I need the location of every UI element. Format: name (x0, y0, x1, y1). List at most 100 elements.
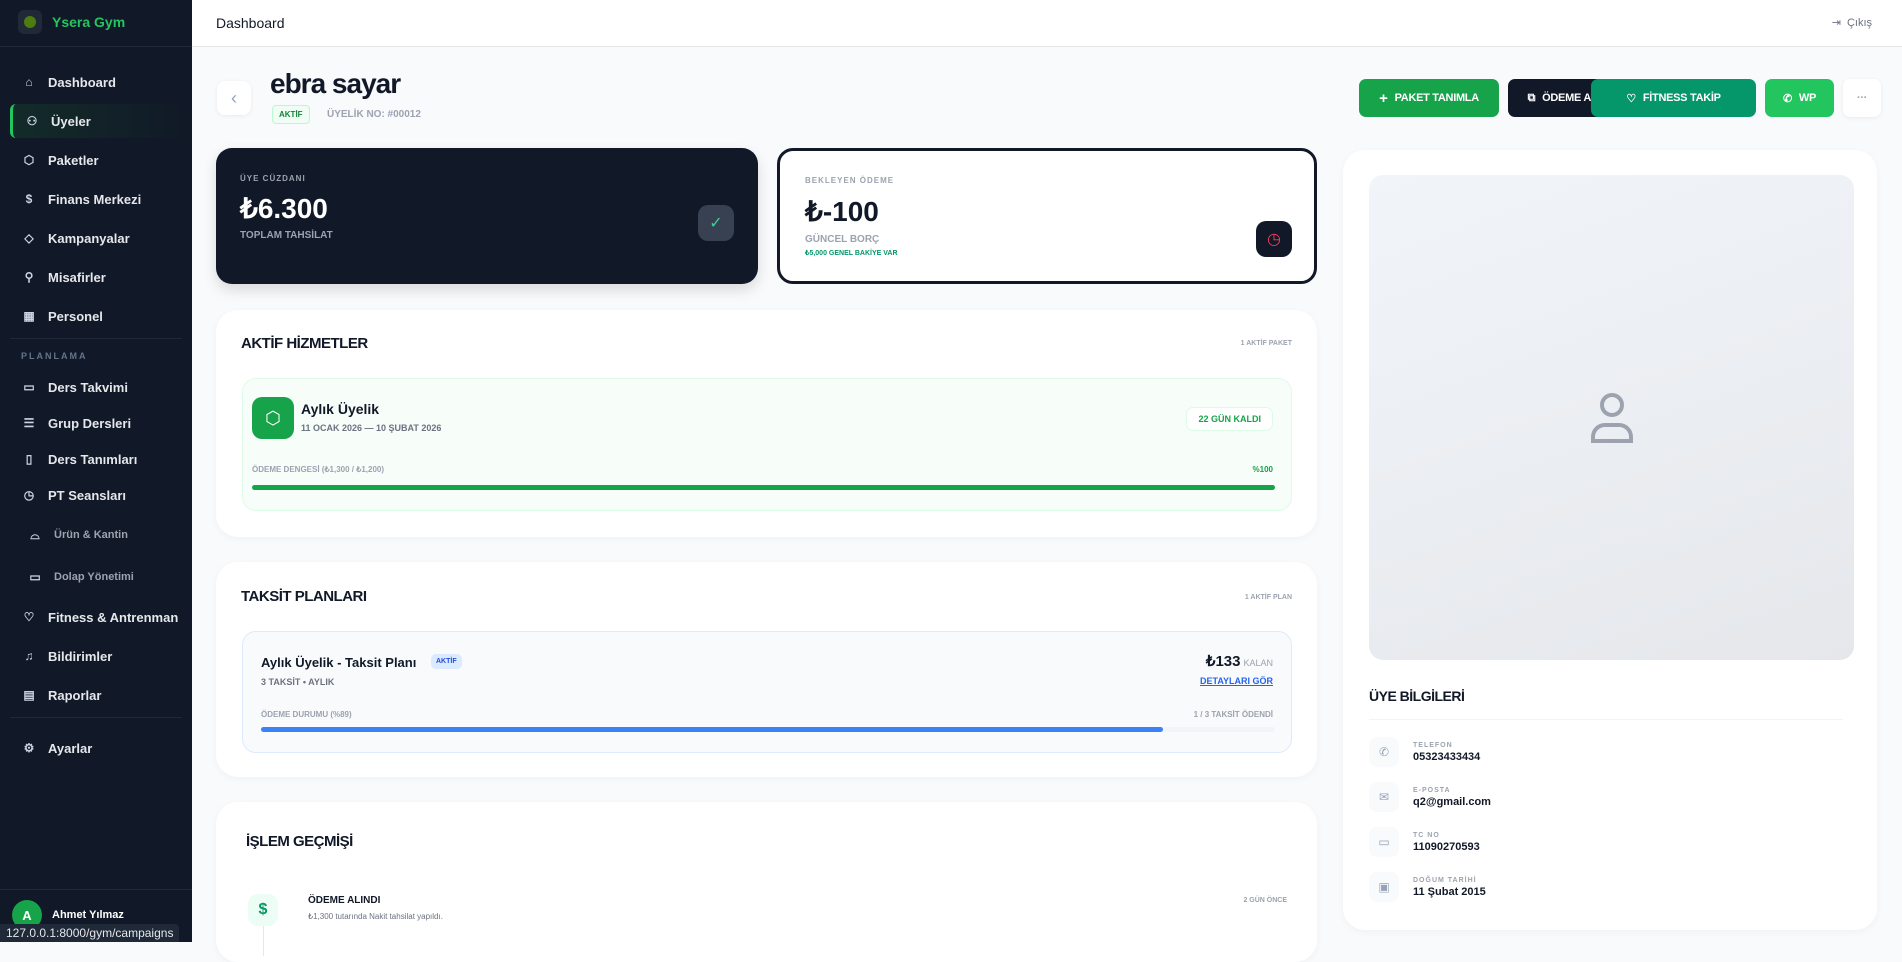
logout-icon: ⇥ (1831, 17, 1841, 29)
label: Fitness & Antrenman (48, 609, 179, 625)
section-title: TAKSİT PLANLARI (241, 588, 367, 605)
plan-meta: 3 TAKSİT • AYLIK (261, 677, 335, 687)
clipboard-icon: ▯ (25, 452, 33, 466)
divider (10, 338, 182, 339)
amount: ₺133 (1205, 653, 1241, 670)
mail-icon: ✉ (1369, 782, 1399, 812)
sidebar-item-ders-tanimlari[interactable]: ▯ Ders Tanımları (10, 442, 192, 476)
member-photo[interactable] (1369, 175, 1854, 660)
label: Misafirler (48, 269, 106, 285)
label: Grup Dersleri (48, 415, 132, 431)
whatsapp-button[interactable]: ✆ WP (1765, 79, 1834, 117)
check-circle-icon: ✓ (698, 205, 734, 241)
brand[interactable]: Ysera Gym (18, 10, 125, 34)
history-card: İŞLEM GEÇMİŞİ $ ÖDEME ALINDI ₺1,300 tuta… (216, 802, 1317, 962)
fitness-track-button[interactable]: ♡ FİTNESS TAKİP (1591, 79, 1756, 117)
sidebar: Ysera Gym ⌂ Dashboard ⚇ Üyeler ⬡ Paketler $… (0, 0, 192, 942)
back-button[interactable]: ‹ (217, 81, 251, 115)
id-card-icon: ▭ (1369, 827, 1399, 857)
bell-icon: ♫ (24, 649, 34, 663)
balance-label: ÖDEME DENGESİ (₺1,300 / ₺1,200) (252, 465, 385, 474)
label: Finans Merkezi (48, 191, 142, 207)
label: Personel (48, 308, 103, 324)
section-count: 1 AKTİF PAKET (1240, 340, 1292, 347)
more-button[interactable]: ··· (1843, 79, 1881, 117)
dollar-icon: $ (248, 894, 278, 926)
tag-icon: ◇ (24, 231, 34, 245)
paid-count: 1 / 3 TAKSİT ÖDENDİ (1193, 710, 1273, 719)
section-title: AKTİF HİZMETLER (241, 335, 368, 352)
plus-icon: + (1379, 89, 1388, 107)
member-info-panel: ÜYE BİLGİLERİ ✆ TELEFON 05323433434 ✉ E-POS… (1343, 150, 1877, 930)
membership-number: ÜYELİK NO: #00012 (327, 109, 421, 120)
info-list: ✆ TELEFON 05323433434 ✉ E-POSTA q2@gmail.com… (1369, 737, 1491, 917)
service-name: Aylık Üyelik (301, 401, 380, 417)
plan-name: Aylık Üyelik - Taksit Planı (261, 655, 417, 670)
label: Dolap Yönetimi (54, 571, 134, 583)
sidebar-item-fitness[interactable]: ♡ Fitness & Antrenman (10, 600, 192, 634)
label: WP (1798, 92, 1817, 104)
sidebar-item-dashboard[interactable]: ⌂ Dashboard (10, 65, 192, 99)
progress-fill (261, 727, 1164, 732)
user-placeholder-icon (1590, 392, 1633, 443)
sidebar-item-misafirler[interactable]: ⚲ Misafirler (10, 260, 192, 294)
sidebar-item-ders-takvimi[interactable]: ▭ Ders Takvimi (10, 370, 192, 404)
sidebar-item-finans[interactable]: $ Finans Merkezi (10, 182, 192, 216)
sidebar-item-raporlar[interactable]: ▤ Raporlar (10, 678, 192, 712)
wallet-label: ÜYE CÜZDANI (240, 174, 306, 183)
info-row-tc: ▭ TC NO 11090270593 (1369, 827, 1491, 857)
sidebar-item-bildirimler[interactable]: ♫ Bildirimler (10, 639, 192, 673)
label: Ders Tanımları (48, 451, 138, 467)
sidebar-item-urun-kantin[interactable]: ⌓ Ürün & Kantin (10, 518, 192, 552)
installment-item[interactable]: Aylık Üyelik - Taksit Planı AKTİF 3 TAKS… (242, 631, 1292, 753)
label: ÖDEME AL (1542, 92, 1598, 104)
pending-sub: GÜNCEL BORÇ (805, 234, 880, 245)
details-link[interactable]: DETAYLARI GÖR (1199, 676, 1273, 686)
sidebar-item-ayarlar[interactable]: ⚙ Ayarlar (10, 731, 192, 765)
service-item[interactable]: ⬡ Aylık Üyelik 11 OCAK 2026 — 10 ŞUBAT 2… (242, 378, 1292, 511)
history-time: 2 GÜN ÖNCE (1243, 897, 1287, 904)
info-value: 11090270593 (1413, 840, 1480, 853)
clock-icon: ◷ (23, 488, 35, 502)
browser-status-url: 127.0.0.1:8000/gym/campaigns (0, 924, 180, 942)
users-icon: ⚇ (26, 114, 38, 128)
divider (0, 46, 192, 47)
home-icon: ⌂ (25, 75, 33, 89)
history-title: ÖDEME ALINDI (308, 895, 381, 906)
section-label: PLANLAMA (21, 351, 88, 361)
installments-card: TAKSİT PLANLARI 1 AKTİF PLAN Aylık Üyeli… (216, 562, 1317, 777)
sidebar-item-personel[interactable]: ▦ Personel (10, 299, 192, 333)
info-value: 05323433434 (1413, 750, 1481, 763)
sidebar-item-uyeler[interactable]: ⚇ Üyeler (10, 104, 192, 138)
info-row-birthdate: ▣ DOĞUM TARİHİ 11 Şubat 2015 (1369, 872, 1491, 902)
report-icon: ▤ (23, 688, 35, 702)
sidebar-item-paketler[interactable]: ⬡ Paketler (10, 143, 192, 177)
timeline-line (263, 926, 264, 956)
balance-percent: %100 (1252, 465, 1273, 474)
label: Ürün & Kantin (54, 529, 128, 541)
status-badge: AKTİF (272, 105, 310, 124)
chevron-left-icon: ‹ (231, 87, 237, 108)
wallet-amount: ₺6.300 (240, 193, 328, 224)
info-label: TELEFON (1413, 741, 1453, 749)
sidebar-item-kampanyalar[interactable]: ◇ Kampanyalar (10, 221, 192, 255)
package-assign-button[interactable]: + PAKET TANIMLA (1359, 79, 1499, 117)
info-value: 11 Şubat 2015 (1413, 885, 1486, 898)
section-count: 1 AKTİF PLAN (1244, 594, 1292, 601)
sidebar-item-grup-dersleri[interactable]: ☰ Grup Dersleri (10, 406, 192, 440)
remaining-amount: ₺133 KALAN (1206, 652, 1273, 670)
active-services-card: AKTİF HİZMETLER 1 AKTİF PAKET ⬡ Aylık Üy… (216, 310, 1317, 537)
divider (10, 717, 182, 718)
info-label: DOĞUM TARİHİ (1413, 876, 1477, 884)
locker-icon: ▭ (29, 570, 41, 584)
wallet-card: ÜYE CÜZDANI ₺6.300 TOPLAM TAHSİLAT ✓ (216, 148, 758, 284)
bag-icon: ⌓ (30, 527, 40, 542)
sidebar-item-dolap[interactable]: ▭ Dolap Yönetimi (10, 560, 192, 594)
brand-logo-icon (18, 10, 42, 34)
logout-button[interactable]: ⇥ Çıkış (1831, 16, 1872, 30)
label: FİTNESS TAKİP (1642, 92, 1721, 104)
brand-name: Ysera Gym (52, 14, 126, 30)
pending-note: ₺5,000 GENEL BAKİYE VAR (805, 250, 898, 257)
sidebar-item-pt-seanslari[interactable]: ◷ PT Seansları (10, 478, 192, 512)
calendar-icon: ▭ (23, 380, 35, 394)
